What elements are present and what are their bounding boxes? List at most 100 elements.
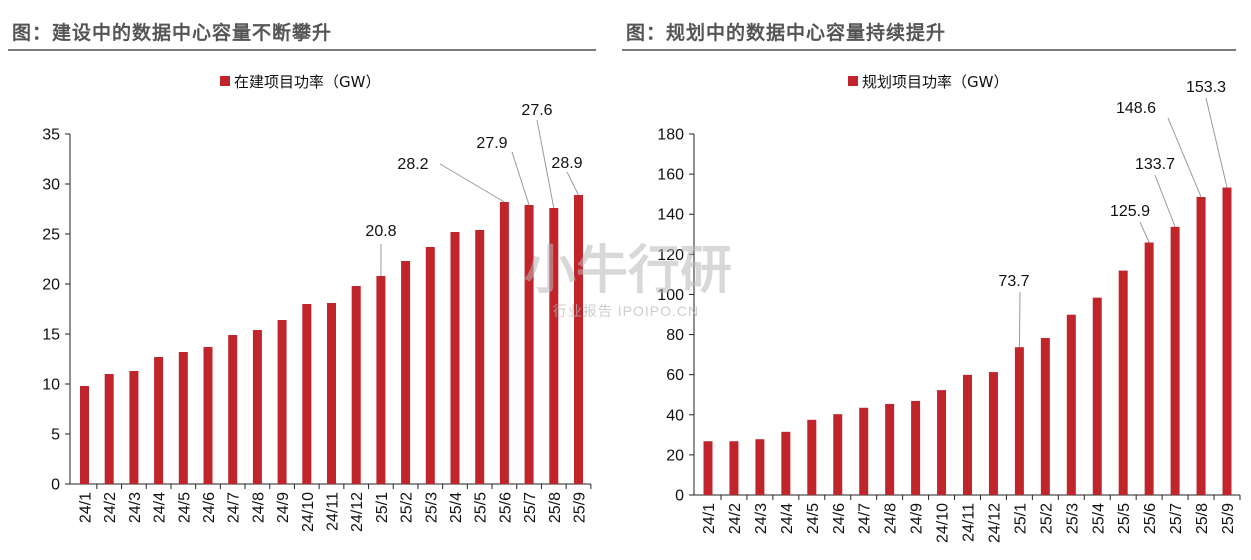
bar-chart-planned: 规划项目功率（GW） 0 20 40 60 80 100 120 140 160 180 24/1 24… [657,73,1241,543]
data-label: 125.9 [1110,203,1150,220]
bar [178,352,188,484]
bar [549,208,559,484]
x-tick-label: 24/2 [102,492,119,523]
x-tick-label: 25/4 [1090,503,1107,534]
x-tick-label: 24/3 [127,492,144,523]
x-tick-label: 25/7 [1168,503,1185,534]
y-tick-label: 15 [42,327,60,344]
x-tick-label: 25/9 [572,492,589,523]
data-label: 133.7 [1135,156,1175,173]
x-tick-label: 24/12 [349,492,366,532]
x-tick-label: 25/5 [1116,503,1133,534]
data-label: 20.8 [365,223,396,240]
bar-chart-under-construction: 在建项目功率（GW） 0 5 10 15 20 25 30 35 24/1 24/2 24/3 24/4… [42,73,592,532]
bar [499,202,509,484]
x-tick-label: 25/2 [1038,503,1055,534]
x-tick-label: 24/5 [176,492,193,523]
bar [154,357,164,484]
data-label-leader [1139,221,1150,243]
y-tick-label: 160 [657,167,684,184]
bar [807,419,817,495]
y-tick-label: 30 [42,177,60,194]
x-tick-label: 24/6 [831,503,848,534]
x-tick-label: 25/8 [1194,503,1211,534]
y-tick-label: 35 [42,127,60,144]
heading-underline [8,49,596,51]
chart-panel-construction: 图：建设中的数据中心容量不断攀升 在建项目功率（GW） 0 5 10 15 20 25 30 3… [0,0,612,560]
bar [524,205,534,484]
data-label-leader [566,171,579,196]
bar [1118,270,1128,495]
bar [228,335,238,484]
data-label: 28.2 [397,156,428,173]
data-label-leader [1167,117,1202,198]
x-tick-label: 24/6 [201,492,218,523]
bar [425,247,435,484]
x-tick-label: 24/2 [727,503,744,534]
bar [104,374,114,484]
x-tick-label: 25/8 [547,492,564,523]
x-tick-label: 24/4 [152,492,169,523]
bar [475,230,485,484]
x-tick-label: 24/9 [909,503,926,534]
x-tick-label: 24/5 [805,503,822,534]
y-tick-label: 10 [42,377,60,394]
data-label-leader [536,119,555,209]
bar [327,303,336,484]
legend-label: 在建项目功率（GW） [234,73,380,91]
bar [1092,297,1102,495]
chart-heading: 图：规划中的数据中心容量持续提升 [626,22,947,44]
x-tick-label: 24/7 [226,492,243,523]
bar [833,414,843,495]
legend-swatch [848,76,858,86]
bar [401,261,411,484]
chart-heading: 图：建设中的数据中心容量不断攀升 [12,22,333,44]
data-label: 73.7 [998,273,1029,290]
x-tick-label: 25/3 [1064,503,1081,534]
data-label: 153.3 [1186,79,1226,96]
x-tick-label: 24/1 [78,492,95,523]
bar [574,195,583,484]
x-tick-label: 24/10 [300,492,317,532]
bar [1170,226,1180,495]
bar [963,374,972,495]
y-tick-label: 0 [675,488,684,505]
y-tick-label: 140 [657,207,684,224]
chart-panel-planned: 图：规划中的数据中心容量持续提升 规划项目功率（GW） 0 20 40 60 80 100 1… [614,0,1251,560]
x-tick-label: 24/11 [961,503,978,542]
heading-underline [622,49,1236,51]
x-tick-label: 24/4 [779,503,796,534]
data-label: 27.9 [476,135,507,152]
y-tick-label: 180 [657,127,684,144]
y-tick-label: 120 [657,247,684,264]
bar [203,347,213,484]
legend-swatch [220,76,230,86]
y-tick-label: 5 [51,427,60,444]
x-tick-label: 25/3 [423,492,440,523]
y-tick-label: 20 [42,277,60,294]
y-tick-label: 20 [666,447,684,464]
y-tick-label: 100 [657,287,684,304]
x-tick-label: 24/7 [857,503,874,534]
bar [302,304,312,484]
bar [450,232,460,484]
bar [277,320,287,484]
bar [859,407,869,495]
bar [988,372,998,495]
y-tick-label: 0 [51,477,60,494]
x-tick-label: 25/1 [374,492,391,523]
y-tick-label: 80 [666,327,684,344]
data-label: 148.6 [1116,100,1156,117]
bar [937,390,947,495]
x-tick-label: 24/1 [701,503,718,534]
y-tick-label: 40 [666,407,684,424]
x-tick-label: 25/5 [473,492,490,523]
data-label-leader [439,163,505,203]
data-label: 28.9 [551,155,582,172]
bar [376,276,386,484]
bar [703,441,713,495]
bar [1040,337,1050,495]
bar [729,441,739,495]
data-label-leader [1018,291,1021,348]
x-tick-label: 24/8 [883,503,900,534]
